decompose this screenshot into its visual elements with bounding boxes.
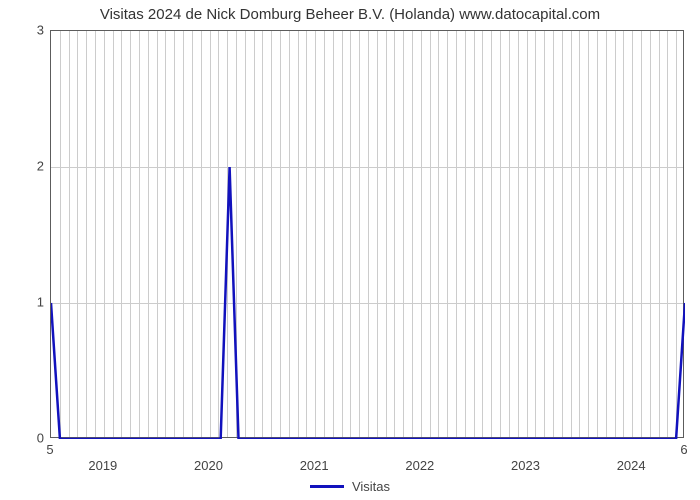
plot-area (50, 30, 684, 438)
legend-swatch (310, 485, 344, 488)
x-tick-label: 2019 (88, 458, 117, 473)
x-tick-label: 2024 (617, 458, 646, 473)
y-tick-label: 0 (26, 431, 44, 446)
y-tick-label: 1 (26, 295, 44, 310)
legend: Visitas (0, 478, 700, 494)
y-tick-label: 2 (26, 159, 44, 174)
corner-label-left: 5 (46, 442, 53, 457)
x-tick-label: 2022 (405, 458, 434, 473)
legend-label: Visitas (352, 479, 390, 494)
y-tick-label: 3 (26, 23, 44, 38)
x-tick-label: 2023 (511, 458, 540, 473)
x-tick-label: 2020 (194, 458, 223, 473)
series-line (51, 167, 685, 439)
x-tick-label: 2021 (300, 458, 329, 473)
corner-label-right: 6 (680, 442, 687, 457)
series-svg (51, 31, 685, 439)
chart-container: Visitas 2024 de Nick Domburg Beheer B.V.… (0, 0, 700, 500)
chart-title: Visitas 2024 de Nick Domburg Beheer B.V.… (0, 6, 700, 23)
